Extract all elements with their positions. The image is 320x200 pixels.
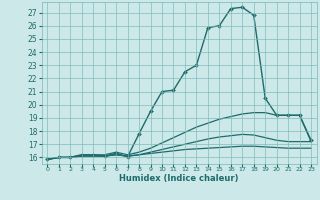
- X-axis label: Humidex (Indice chaleur): Humidex (Indice chaleur): [119, 174, 239, 183]
